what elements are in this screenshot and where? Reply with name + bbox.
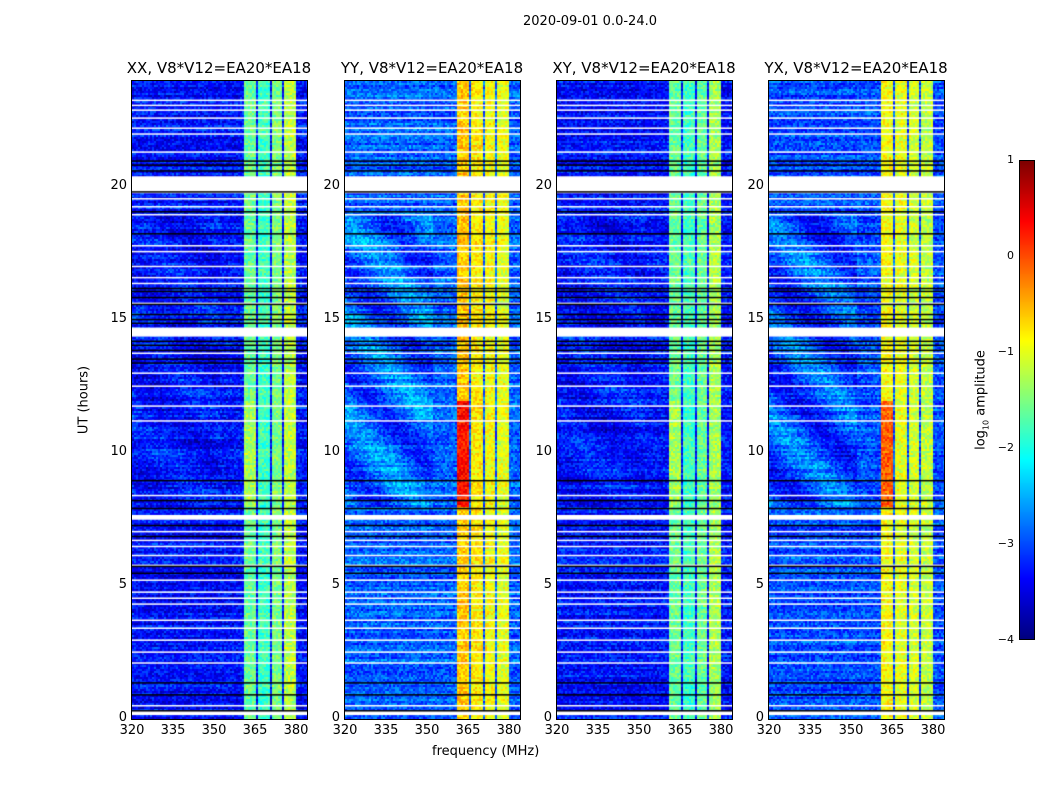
- heatmap-xy: [557, 81, 732, 719]
- x-tick-label: 380: [283, 723, 309, 738]
- colorbar-tick-label: 1: [1007, 153, 1014, 166]
- x-tick-label: 380: [920, 723, 946, 738]
- x-tick-label: 365: [879, 723, 905, 738]
- y-tick-label: 10: [110, 444, 127, 460]
- x-tick-label: 320: [544, 723, 570, 738]
- figure-title: 2020-09-01 0.0-24.0: [523, 14, 657, 29]
- colorbar-tick-label: 0: [1007, 249, 1014, 262]
- y-tick-label: 5: [755, 577, 764, 593]
- x-tick-label: 365: [667, 723, 693, 738]
- x-tick-label: 380: [708, 723, 734, 738]
- y-tick-label: 15: [747, 311, 764, 327]
- y-tick-label: 10: [747, 444, 764, 460]
- colorbar-tick-label: −4: [997, 633, 1014, 646]
- y-tick-label: 0: [543, 710, 552, 725]
- heatmap-yx: [769, 81, 944, 719]
- panel-xx: [131, 80, 308, 720]
- x-tick-label: 350: [201, 723, 227, 738]
- y-tick-label: 5: [331, 577, 340, 593]
- y-tick-label: 15: [535, 311, 552, 327]
- y-tick-label: 20: [535, 178, 552, 194]
- x-tick-label: 335: [373, 723, 399, 738]
- panel-title-xx: XX, V8*V12=EA20*EA18: [126, 59, 312, 77]
- y-tick-label: 15: [110, 311, 127, 327]
- x-tick-label: 350: [838, 723, 864, 738]
- y-tick-label: 20: [747, 178, 764, 194]
- y-tick-label: 5: [118, 577, 127, 593]
- x-tick-label: 335: [160, 723, 186, 738]
- y-tick-label: 0: [118, 710, 127, 725]
- x-tick-label: 380: [496, 723, 522, 738]
- y-axis-label: UT (hours): [76, 365, 92, 435]
- y-tick-label: 5: [543, 577, 552, 593]
- y-tick-label: 0: [331, 710, 340, 725]
- y-tick-label: 20: [110, 178, 127, 194]
- x-tick-label: 320: [332, 723, 358, 738]
- x-tick-label: 365: [455, 723, 481, 738]
- x-tick-label: 320: [756, 723, 782, 738]
- panel-yy: [344, 80, 521, 720]
- x-tick-label: 320: [119, 723, 145, 738]
- x-tick-label: 350: [626, 723, 652, 738]
- panel-title-yy: YY, V8*V12=EA20*EA18: [340, 59, 524, 77]
- x-tick-label: 335: [797, 723, 823, 738]
- panel-title-yx: YX, V8*V12=EA20*EA18: [764, 59, 948, 77]
- y-tick-label: 20: [323, 178, 340, 194]
- x-tick-label: 365: [242, 723, 268, 738]
- heatmap-xx: [132, 81, 307, 719]
- panel-title-xy: XY, V8*V12=EA20*EA18: [552, 59, 736, 77]
- colorbar-tick-label: −3: [997, 537, 1014, 550]
- panel-xy: [556, 80, 733, 720]
- panel-yx: [768, 80, 945, 720]
- y-tick-label: 15: [323, 311, 340, 327]
- colorbar-label: log10 amplitude: [973, 350, 991, 450]
- colorbar-tick-label: −2: [997, 441, 1014, 454]
- colorbar: [1019, 160, 1035, 640]
- x-tick-label: 350: [414, 723, 440, 738]
- x-axis-label: frequency (MHz): [432, 744, 540, 759]
- colorbar-tick-label: −1: [997, 345, 1014, 358]
- y-tick-label: 10: [535, 444, 552, 460]
- y-tick-label: 10: [323, 444, 340, 460]
- x-tick-label: 335: [585, 723, 611, 738]
- heatmap-yy: [345, 81, 520, 719]
- y-tick-label: 0: [755, 710, 764, 725]
